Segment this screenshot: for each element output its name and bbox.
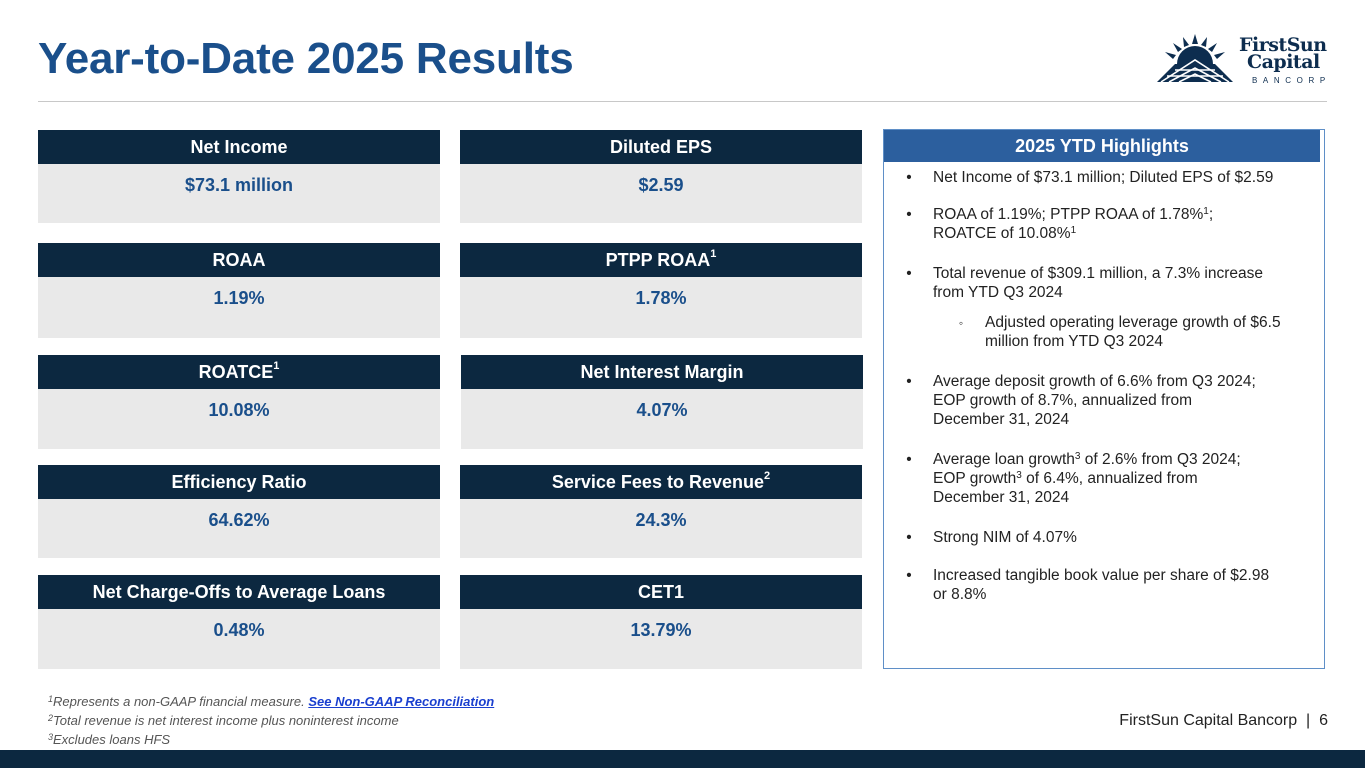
metric-label: Net Charge-Offs to Average Loans (38, 575, 440, 609)
metric-card-efficiency-ratio: Efficiency Ratio 64.62% (38, 465, 440, 558)
logo-text-bancorp: BANCORP (1252, 76, 1331, 85)
bullet-icon: • (906, 206, 912, 223)
metric-value: 4.07% (636, 400, 688, 420)
metric-card-diluted-eps: Diluted EPS $2.59 (460, 130, 862, 223)
bullet-icon: • (906, 567, 912, 584)
sun-mountain-logo-icon (1157, 34, 1233, 83)
metric-card-service-fees: Service Fees to Revenue 2 24.3% (460, 465, 862, 558)
metric-value: 64.62% (208, 510, 270, 530)
bullet-icon: • (906, 529, 912, 546)
metric-value: 13.79% (630, 620, 692, 640)
metric-value: 24.3% (635, 510, 687, 530)
metric-value: 0.48% (213, 620, 265, 640)
title-divider (38, 101, 1327, 102)
bottom-band (0, 750, 1365, 768)
metric-card-net-interest-margin: Net Interest Margin 4.07% (461, 355, 863, 449)
bullet-icon: • (906, 169, 912, 186)
metric-label: ROAA (38, 243, 440, 277)
metric-value: $73.1 million (184, 175, 294, 195)
footnote-marker: 1 (273, 360, 280, 372)
metric-label: Diluted EPS (460, 130, 862, 164)
metric-card-roaa: ROAA 1.19% (38, 243, 440, 338)
highlights-heading: 2025 YTD Highlights (884, 130, 1320, 162)
footnote-marker: 2 (763, 470, 771, 482)
sub-bullet-icon: ◦ (958, 316, 964, 330)
metric-value: 10.08% (208, 400, 270, 420)
metric-card-cet1: CET1 13.79% (460, 575, 862, 669)
company-logo: FirstSun Capital BANCORP (1155, 30, 1330, 90)
bullet-icon: • (906, 265, 912, 282)
footnote-1: 1Represents a non-GAAP financial measure… (48, 694, 495, 709)
metric-card-net-charge-offs: Net Charge-Offs to Average Loans 0.48% (38, 575, 440, 669)
metric-card-roatce: ROATCE 1 10.08% (38, 355, 440, 449)
metric-card-net-income: Net Income $73.1 million (38, 130, 440, 223)
footnote-2: 2Total revenue is net interest income pl… (48, 713, 399, 728)
metric-value: 1.78% (635, 288, 687, 308)
logo-text-capital: Capital (1247, 51, 1320, 73)
metric-label: PTPP ROAA 1 (460, 243, 862, 277)
metric-label: Net Income (38, 130, 440, 164)
page-footer: FirstSun Capital Bancorp | 6 (1119, 712, 1328, 729)
metric-label: ROATCE 1 (38, 355, 440, 389)
metric-label: CET1 (460, 575, 862, 609)
page-title: Year-to-Date 2025 Results (38, 34, 574, 83)
metric-value: $2.59 (638, 175, 684, 195)
metric-label: Service Fees to Revenue 2 (460, 465, 862, 499)
footnote-3: 3Excludes loans HFS (48, 732, 171, 747)
logo-text-firstsun: FirstSun (1239, 34, 1327, 56)
bullet-icon: • (906, 451, 912, 468)
list-item: • ROAA of 1.19%; PTPP ROAA of 1.78%1; RO… (902, 205, 1322, 245)
metric-label: Net Interest Margin (461, 355, 863, 389)
highlights-panel: 2025 YTD Highlights • Net Income of $73.… (883, 129, 1325, 669)
metric-value: 1.19% (213, 288, 265, 308)
metric-card-ptpp-roaa: PTPP ROAA 1 1.78% (460, 243, 862, 338)
metric-label: Efficiency Ratio (38, 465, 440, 499)
footnotes: 1Represents a non-GAAP financial measure… (48, 693, 494, 750)
non-gaap-reconciliation-link[interactable]: See Non-GAAP Reconciliation (308, 694, 495, 709)
bullet-icon: • (906, 373, 912, 390)
footnote-marker: 1 (710, 248, 717, 260)
